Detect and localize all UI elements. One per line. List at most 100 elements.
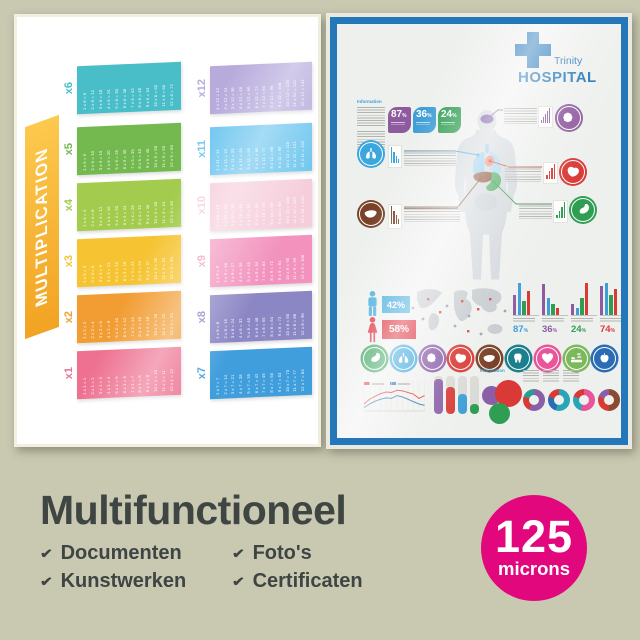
equation: 9 x 11 = 99 — [276, 146, 282, 169]
equation: 4 x 2 = 8 — [105, 320, 111, 339]
donut-chart — [598, 389, 620, 411]
venn-circle — [489, 403, 510, 424]
donut-chart — [523, 389, 545, 411]
liver-icon — [478, 347, 502, 370]
equation: 10 x 8 = 80 — [284, 313, 290, 336]
world-map — [411, 288, 507, 336]
region-stat-group: 74% — [600, 281, 621, 335]
equation: 2 x 10 = 20 — [222, 204, 228, 227]
equation: 6 x 11 = 66 — [253, 147, 259, 170]
equation: 4 x 10 = 40 — [238, 203, 244, 226]
equation: 5 x 2 = 10 — [113, 317, 119, 338]
equation: 11 x 3 = 33 — [161, 257, 167, 280]
lungs-organ — [473, 151, 485, 176]
equation: 4 x 5 = 20 — [105, 150, 111, 171]
equation: 1 x 7 = 7 — [215, 377, 220, 396]
equation: 12 x 6 = 72 — [169, 83, 175, 107]
equation: 11 x 7 = 77 — [292, 369, 298, 392]
equation: 4 x 1 = 4 — [105, 376, 111, 395]
region-stat-value: 87% — [513, 323, 529, 335]
heart-organ-mini-chart — [543, 162, 558, 184]
multiplication-title: MULTIPLICATION — [32, 144, 51, 310]
heart-organ-caption — [505, 166, 541, 182]
equation: 7 x 4 = 28 — [129, 205, 135, 225]
equation: 7 x 6 = 42 — [129, 88, 135, 108]
equation: 11 x 8 = 88 — [292, 313, 298, 336]
equation: 5 x 9 = 45 — [245, 261, 251, 282]
equation: 1 x 1 = 1 — [82, 377, 87, 396]
liver-caption — [404, 206, 460, 222]
liver-mini-chart — [388, 204, 402, 229]
region-stat-group: 36% — [542, 281, 568, 335]
equation: 6 x 9 = 54 — [253, 261, 259, 282]
equation: 12 x 10 = 120 — [300, 196, 306, 224]
equation: 2 x 9 = 18 — [222, 262, 228, 283]
equation: 12 x 2 = 24 — [169, 312, 175, 336]
table-label-x6: x6 — [62, 81, 75, 95]
equation: 10 x 7 = 70 — [284, 369, 290, 392]
male-icon — [368, 291, 377, 317]
donut-chart — [548, 389, 570, 411]
equation: 2 x 3 = 6 — [89, 265, 95, 283]
equation: 6 x 7 = 42 — [253, 373, 259, 394]
equation: 10 x 5 = 50 — [153, 145, 159, 168]
equation: 3 x 4 = 12 — [97, 206, 103, 227]
equation: 5 x 1 = 5 — [113, 376, 119, 394]
equation: 9 x 12 = 108 — [276, 82, 282, 108]
brain-caption — [504, 108, 537, 124]
equation: 7 x 11 = 77 — [261, 146, 267, 169]
equation: 12 x 8 = 96 — [300, 312, 306, 336]
table-label-x11: x11 — [195, 139, 208, 159]
equation: 2 x 12 = 24 — [222, 87, 228, 110]
thickness-badge: 125 microns — [481, 495, 587, 601]
check-icon: ✔ — [232, 574, 245, 590]
lungs-icon — [359, 142, 383, 166]
equation: 10 x 3 = 30 — [153, 257, 159, 280]
equation: 5 x 5 = 25 — [113, 149, 119, 170]
equation: 6 x 8 = 48 — [253, 317, 259, 338]
equation: 1 x 4 = 4 — [82, 209, 87, 228]
table-label-x8: x8 — [195, 310, 208, 324]
venn-chart — [482, 380, 530, 426]
equation: 12 x 1 = 12 — [169, 368, 175, 392]
stat-badge: 24% — [438, 107, 461, 133]
equation: 5 x 6 = 30 — [113, 88, 119, 109]
table-label-x7: x7 — [195, 366, 208, 380]
hospital-poster: Trinity HOSPITAL Information 87% 36% 24% — [326, 13, 632, 449]
trend-legend — [364, 372, 410, 390]
equation: 9 x 3 = 27 — [145, 260, 151, 281]
check-icon: ✔ — [232, 546, 245, 562]
equation: 12 x 11 = 132 — [300, 140, 306, 168]
equation: 11 x 4 = 44 — [161, 201, 167, 224]
equation: 7 x 12 = 84 — [261, 85, 267, 108]
equation: 2 x 8 = 16 — [222, 318, 228, 339]
table-label-x1: x1 — [62, 366, 75, 380]
male-stat: 42% — [382, 296, 410, 313]
human-body-figure — [454, 110, 518, 280]
equation: 9 x 1 = 9 — [145, 374, 151, 393]
equation: 11 x 2 = 22 — [161, 313, 167, 336]
feature-list: ✔ Documenten ✔ Foto's ✔ Kunstwerken ✔ Certifica… — [40, 542, 363, 593]
sleep-icon — [564, 347, 588, 370]
equation: 10 x 12 = 120 — [284, 79, 290, 107]
equation: 9 x 7 = 63 — [276, 372, 282, 393]
table-label-x5: x5 — [62, 142, 75, 156]
equation: 1 x 9 = 9 — [215, 265, 220, 284]
venn-circle — [495, 380, 522, 407]
region-stat-value: 24% — [571, 323, 587, 335]
hospital-poster-frame: Trinity HOSPITAL Information 87% 36% 24% — [330, 17, 628, 445]
equation: 9 x 6 = 54 — [145, 87, 151, 108]
equation: 1 x 8 = 8 — [215, 321, 220, 340]
information-heading: Information — [357, 99, 382, 104]
equation: 6 x 1 = 6 — [121, 375, 127, 394]
equation: 5 x 8 = 40 — [245, 317, 251, 338]
product-title: Multifunctioneel — [40, 487, 347, 533]
stomach-icon — [571, 198, 595, 222]
region-stat-group: 24% — [571, 281, 597, 335]
check-icon: ✔ — [40, 546, 53, 562]
